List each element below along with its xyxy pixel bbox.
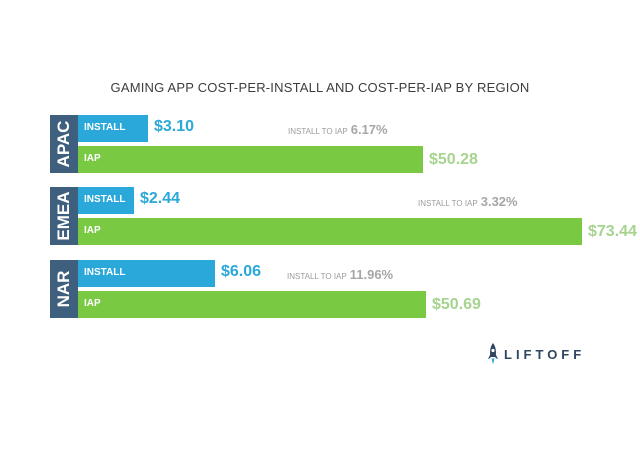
region-group-nar: NAR INSTALL $6.06 INSTALL TO IAP 11.96% I…	[50, 260, 610, 318]
ratio-value: 6.17%	[350, 122, 388, 137]
iap-value-label: $50.28	[429, 151, 478, 168]
iap-value-label: $50.69	[432, 296, 481, 313]
region-group-apac: APAC INSTALL $3.10 INSTALL TO IAP 6.17% I…	[50, 115, 610, 173]
chart-title: GAMING APP COST-PER-INSTALL AND COST-PER…	[110, 80, 530, 95]
iap-bar-label: IAP	[84, 225, 101, 236]
iap-bar-label: IAP	[84, 153, 101, 164]
ratio-value: 3.32%	[480, 194, 518, 209]
region-tab: EMEA	[50, 187, 78, 245]
region-label: NAR	[54, 270, 73, 308]
install-bar-label: INSTALL	[84, 194, 126, 205]
ratio-label: INSTALL TO IAP	[288, 127, 348, 136]
iap-bar: IAP	[78, 291, 426, 318]
region-tab: APAC	[50, 115, 78, 173]
iap-bar: IAP	[78, 146, 423, 173]
ratio-value: 11.96%	[349, 267, 394, 282]
install-value-label: $3.10	[154, 118, 195, 135]
install-to-iap-ratio: INSTALL TO IAP 6.17%	[288, 121, 388, 139]
install-bar: INSTALL	[78, 115, 148, 142]
install-value-label: $2.44	[140, 190, 181, 207]
ratio-label: INSTALL TO IAP	[418, 199, 478, 208]
region-tab: NAR	[50, 260, 78, 318]
region-label: EMEA	[54, 191, 73, 241]
install-to-iap-ratio: INSTALL TO IAP 11.96%	[287, 266, 393, 284]
region-group-emea: EMEA INSTALL $2.44 INSTALL TO IAP 3.32% I…	[50, 187, 637, 245]
iap-value-label: $73.44	[588, 223, 637, 240]
liftoff-logo: LIFTOFF	[487, 342, 585, 366]
iap-bar: IAP	[78, 218, 582, 245]
logo-text: LIFTOFF	[504, 346, 586, 362]
install-bar: INSTALL	[78, 260, 215, 287]
install-to-iap-ratio: INSTALL TO IAP 3.32%	[418, 193, 518, 211]
iap-bar-label: IAP	[84, 298, 101, 309]
rocket-icon	[488, 343, 498, 365]
install-value-label: $6.06	[221, 263, 262, 280]
region-label: APAC	[54, 120, 73, 168]
install-bar-label: INSTALL	[84, 267, 126, 278]
ratio-label: INSTALL TO IAP	[287, 272, 347, 281]
install-bar: INSTALL	[78, 187, 134, 214]
install-bar-label: INSTALL	[84, 122, 126, 133]
